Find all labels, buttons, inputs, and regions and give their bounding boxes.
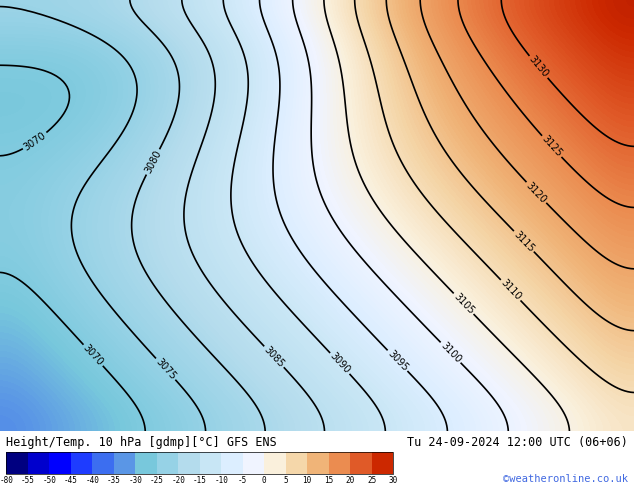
- Text: -35: -35: [107, 476, 120, 486]
- Text: 0: 0: [262, 476, 266, 486]
- Text: Tu 24-09-2024 12:00 UTC (06+06): Tu 24-09-2024 12:00 UTC (06+06): [407, 436, 628, 449]
- Bar: [49, 452, 71, 473]
- Text: -10: -10: [214, 476, 228, 486]
- Text: -20: -20: [171, 476, 185, 486]
- Text: -80: -80: [0, 476, 13, 486]
- Bar: [372, 452, 393, 473]
- Text: 3090: 3090: [328, 351, 352, 376]
- Bar: [350, 452, 372, 473]
- Text: 3125: 3125: [540, 134, 564, 159]
- Text: 3130: 3130: [527, 54, 550, 79]
- Text: 30: 30: [389, 476, 398, 486]
- Bar: [243, 452, 264, 473]
- Text: -25: -25: [150, 476, 164, 486]
- Text: 3085: 3085: [262, 344, 286, 369]
- Text: 3105: 3105: [451, 292, 476, 316]
- Bar: [200, 452, 221, 473]
- Text: 3070: 3070: [81, 343, 105, 368]
- Text: 3095: 3095: [385, 348, 410, 373]
- Bar: [221, 452, 243, 473]
- Bar: [178, 452, 200, 473]
- Bar: [135, 452, 157, 473]
- Text: ©weatheronline.co.uk: ©weatheronline.co.uk: [503, 474, 628, 484]
- Text: -30: -30: [128, 476, 142, 486]
- Bar: [71, 452, 93, 473]
- Bar: [6, 452, 28, 473]
- Bar: [28, 452, 49, 473]
- Text: 3080: 3080: [143, 149, 163, 175]
- Text: 3075: 3075: [153, 357, 178, 382]
- Bar: [307, 452, 328, 473]
- Text: -50: -50: [42, 476, 56, 486]
- Text: -5: -5: [238, 476, 247, 486]
- Text: 3100: 3100: [439, 341, 463, 365]
- Text: 15: 15: [324, 476, 333, 486]
- Bar: [93, 452, 113, 473]
- Bar: [113, 452, 135, 473]
- Text: 3110: 3110: [498, 278, 523, 302]
- Text: 5: 5: [283, 476, 288, 486]
- Text: -15: -15: [193, 476, 207, 486]
- Text: 3115: 3115: [512, 229, 536, 254]
- Text: 3120: 3120: [524, 180, 548, 205]
- Bar: [286, 452, 307, 473]
- Text: -40: -40: [86, 476, 99, 486]
- Text: 10: 10: [302, 476, 312, 486]
- Text: -55: -55: [21, 476, 35, 486]
- Bar: [328, 452, 350, 473]
- Bar: [6, 452, 393, 473]
- Text: Height/Temp. 10 hPa [gdmp][°C] GFS ENS: Height/Temp. 10 hPa [gdmp][°C] GFS ENS: [6, 436, 277, 449]
- Bar: [157, 452, 178, 473]
- Text: 20: 20: [346, 476, 355, 486]
- Text: 3070: 3070: [22, 130, 48, 152]
- Bar: [264, 452, 286, 473]
- Text: -45: -45: [64, 476, 78, 486]
- Text: 25: 25: [367, 476, 376, 486]
